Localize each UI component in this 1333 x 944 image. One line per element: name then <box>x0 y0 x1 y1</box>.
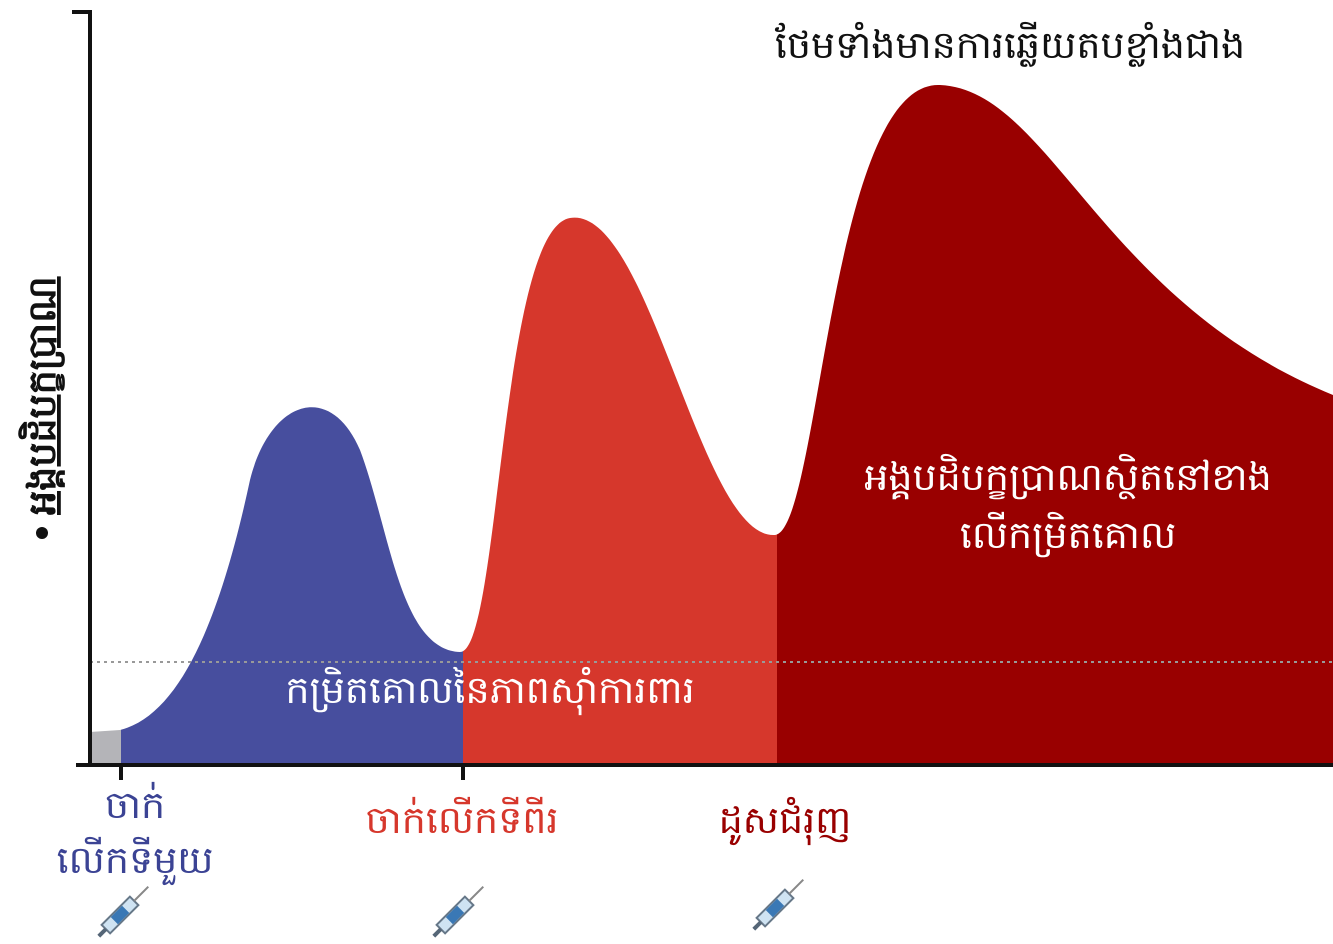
first-dose-area <box>121 84 463 766</box>
dose-label: លើកទីមួយ <box>57 836 214 886</box>
pre-dose-area <box>90 84 121 766</box>
syringe <box>97 886 149 938</box>
syringe-icons <box>97 879 804 938</box>
threshold-label: កម្រិតគោលនៃភាពស៊ាំការពារ <box>285 666 694 716</box>
peak-annotation: អង្គបដិបក្ខប្រាណស្ថិតនៅខាង <box>864 453 1271 500</box>
y-axis-label: អង្គបដិបក្ខប្រាណ <box>18 276 65 515</box>
bullet <box>36 527 48 539</box>
response-area <box>90 84 1333 766</box>
top-annotation: ថែមទាំងមានការឆ្លើយតបខ្លាំងជាង <box>775 21 1245 67</box>
dose-label: ចាក់ <box>105 781 165 827</box>
dose-label: ចាក់លើកទីពីរ <box>366 796 559 842</box>
second-dose-area <box>463 84 777 766</box>
booster-area <box>777 84 1333 766</box>
syringe <box>752 879 804 931</box>
peak-annotation: លើកម្រិតគោល <box>960 511 1176 558</box>
dose-label: ដូសជំរុញ <box>719 796 852 846</box>
syringe <box>432 886 484 938</box>
